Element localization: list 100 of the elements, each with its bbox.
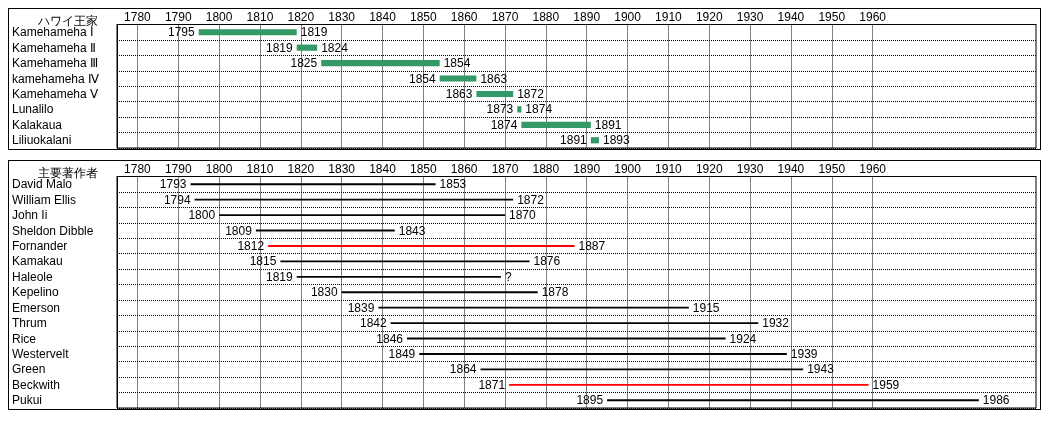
y-tick-label: Liliuokalani	[12, 133, 72, 148]
annotation: 1819	[266, 40, 294, 55]
data-label: 1891	[594, 117, 622, 132]
annotation: 1891	[560, 133, 588, 148]
annotation: 1842	[359, 315, 387, 330]
x-tick-label: 1820	[287, 161, 315, 175]
y-tick-label: Haleole	[12, 269, 54, 284]
x-tick-label: 1830	[328, 161, 356, 175]
data-label: 1872	[517, 86, 545, 101]
x-tick-label: 1870	[491, 161, 519, 175]
x-tick-label: 1790	[164, 9, 192, 24]
x-tick-label: 1810	[246, 9, 274, 24]
y-axis-title: ハワイ王家	[37, 14, 98, 28]
data-label: 1876	[533, 253, 561, 268]
y-tick-label: Green	[12, 361, 46, 376]
annotation: 1819	[266, 269, 294, 284]
annotation: 1874	[490, 117, 518, 132]
x-tick-label: 1960	[859, 161, 887, 175]
annotation: 1825	[290, 56, 318, 71]
data-label: 1939	[790, 346, 818, 361]
bar	[296, 44, 318, 51]
data-label: 1943	[807, 361, 835, 376]
data-label: 1843	[398, 223, 426, 238]
x-tick-label: 1780	[124, 161, 152, 175]
annotation: 1809	[225, 223, 253, 238]
y-tick-label: Fornander	[12, 238, 68, 253]
data-label: 1854	[443, 56, 471, 71]
x-tick-label: 1930	[736, 161, 764, 175]
x-tick-label: 1880	[532, 9, 560, 24]
annotation: 1795	[167, 25, 196, 40]
bar	[476, 90, 514, 98]
y-tick-label: Westervelt	[12, 346, 70, 361]
annotation: 1815	[249, 253, 277, 268]
x-tick-label: 1840	[369, 9, 397, 24]
x-tick-label: 1900	[614, 9, 642, 24]
bar	[321, 60, 440, 67]
annotation: 1849	[388, 346, 416, 361]
y-tick-label: Sheldon Dibble	[12, 223, 94, 238]
x-tick-label: 1860	[450, 9, 478, 24]
annotation: 1864	[449, 361, 477, 376]
bar	[439, 75, 477, 82]
x-tick-label: 1910	[655, 161, 683, 175]
y-tick-label: Kamehameha Ⅲ	[12, 56, 99, 71]
x-tick-label: 1910	[655, 9, 683, 24]
annotation: 1812	[237, 238, 265, 253]
annotation: 1871	[478, 377, 506, 392]
annotation: 1854	[408, 71, 436, 86]
x-tick-label: 1940	[777, 161, 805, 175]
y-tick-label: William Ellis	[12, 192, 76, 207]
x-tick-label: 1820	[287, 9, 315, 24]
x-tick-label: 1840	[369, 161, 397, 175]
y-tick-label: Kamehameha Ⅰ	[12, 25, 94, 40]
x-tick-label: 1860	[450, 161, 478, 175]
data-label: 1872	[517, 192, 545, 207]
x-tick-label: 1830	[328, 9, 356, 24]
data-label: 1824	[321, 40, 349, 55]
bar	[198, 29, 297, 36]
x-tick-label: 1940	[777, 9, 805, 24]
annotation: 1873	[486, 102, 514, 117]
data-label: 1819	[300, 25, 328, 40]
data-label: 1853	[439, 176, 467, 191]
data-label: 1959	[872, 377, 900, 392]
x-tick-label: 1850	[409, 161, 437, 175]
bar	[521, 121, 591, 128]
x-tick-label: 1960	[859, 9, 887, 24]
x-tick-label: 1930	[736, 9, 764, 24]
x-tick-label: 1850	[409, 9, 437, 24]
bar	[590, 137, 599, 144]
annotation: 1839	[347, 300, 375, 315]
y-tick-label: Rice	[12, 331, 37, 346]
y-tick-label: Thrum	[12, 315, 47, 330]
x-tick-label: 1890	[573, 161, 601, 175]
y-tick-label: Emerson	[12, 300, 61, 315]
y-tick-label: Kamehameha Ⅴ	[12, 86, 100, 101]
y-tick-label: kamehameha Ⅳ	[12, 71, 100, 86]
annotation: 1863	[445, 86, 473, 101]
x-tick-label: 1950	[818, 161, 846, 175]
data-label: 1932	[762, 315, 790, 330]
annotation: 1895	[576, 392, 604, 407]
x-tick-label: 1870	[491, 9, 519, 24]
y-tick-label: Lunalilo	[12, 102, 54, 117]
x-tick-label: 1790	[164, 161, 192, 175]
y-tick-label: Kepelino	[12, 284, 60, 299]
bar	[517, 106, 522, 113]
y-tick-label: Pukui	[12, 392, 43, 407]
data-label: ?	[504, 269, 512, 284]
data-label: 1986	[982, 392, 1010, 407]
x-tick-label: 1880	[532, 161, 560, 175]
x-tick-label: 1950	[818, 9, 846, 24]
y-tick-label: Kamehameha Ⅱ	[12, 40, 96, 55]
x-tick-label: 1810	[246, 161, 274, 175]
data-label: 1893	[602, 133, 630, 148]
x-tick-label: 1900	[614, 161, 642, 175]
data-label: 1863	[480, 71, 508, 86]
x-tick-label: 1800	[205, 161, 233, 175]
annotation: 1830	[310, 284, 338, 299]
y-tick-label: Beckwith	[12, 377, 61, 392]
data-label: 1915	[692, 300, 720, 315]
data-label: 1878	[541, 284, 569, 299]
annotation: 1794	[163, 192, 191, 207]
